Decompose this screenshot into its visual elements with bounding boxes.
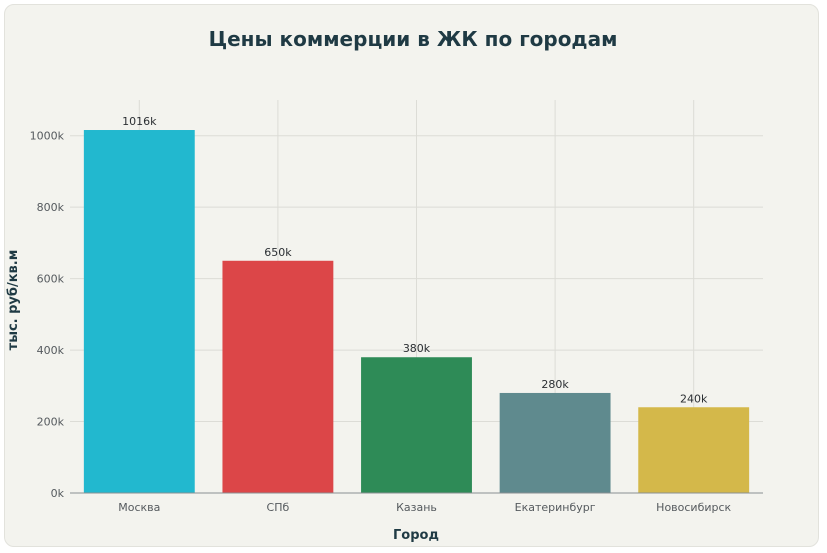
x-tick-label: Екатеринбург [515,501,596,514]
x-tick-label: Казань [396,501,437,514]
data-label: 650k [264,246,292,259]
bar-4 [499,392,611,493]
x-tick-labels: Москва СПб Казань Екатеринбург Новосибирск [118,501,731,514]
y-tick-label: 800k [37,201,65,214]
y-tick-label: 0k [51,487,65,500]
x-tick-label: СПб [267,501,290,514]
y-axis-title: тыс. руб/кв.м [6,250,21,351]
data-labels: 1016k 650k 380k 280k 240k [122,115,708,405]
data-label: 240k [680,392,708,405]
bar-1 [83,130,195,493]
y-tick-label: 1000k [30,130,65,143]
x-tick-label: Новосибирск [656,501,731,514]
bar-5 [638,407,750,493]
x-tick-label: Москва [118,501,160,514]
chart-title: Цены коммерции в ЖК по городам [209,27,618,51]
data-label: 380k [403,342,431,355]
data-label: 1016k [122,115,157,128]
x-axis-title: Город [393,528,439,543]
bar-3 [361,357,472,493]
data-label: 280k [541,378,569,391]
bars [83,130,750,493]
y-tick-label: 600k [37,273,65,286]
y-tick-labels: 0k 200k 400k 600k 800k 1000k [30,130,65,500]
bar-2 [222,260,334,493]
y-tick-label: 400k [37,344,65,357]
y-tick-label: 200k [37,416,65,429]
